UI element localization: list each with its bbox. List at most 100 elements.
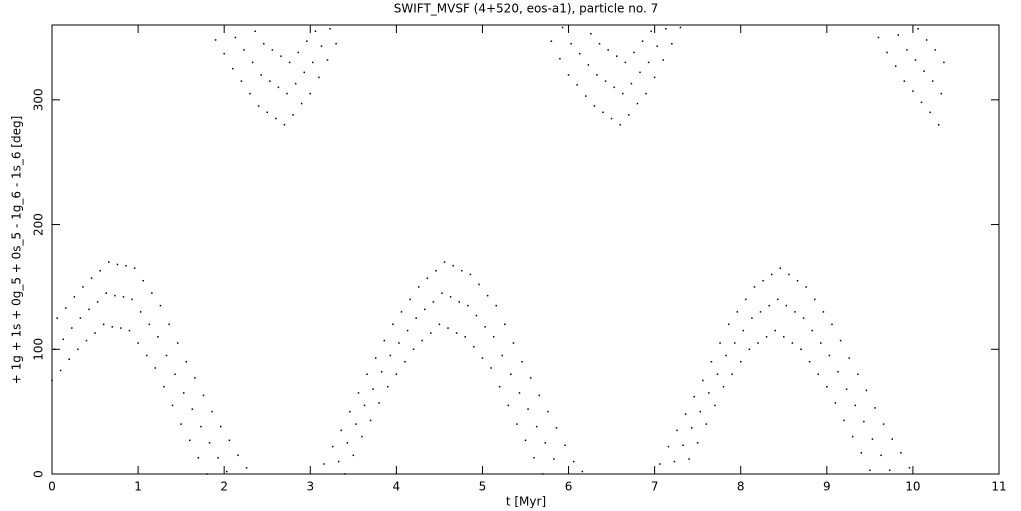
- point: [458, 301, 460, 303]
- point: [693, 395, 695, 398]
- point: [845, 388, 848, 390]
- point: [572, 460, 575, 463]
- point: [473, 346, 475, 348]
- point: [800, 348, 802, 351]
- point: [343, 473, 346, 475]
- point: [392, 323, 394, 326]
- point: [891, 438, 893, 440]
- point: [443, 261, 446, 263]
- point: [705, 423, 708, 425]
- point: [857, 373, 859, 375]
- point: [581, 470, 584, 473]
- point: [148, 323, 151, 326]
- point: [232, 67, 234, 70]
- point: [467, 304, 469, 307]
- point: [854, 404, 856, 407]
- point: [828, 354, 831, 357]
- point: [559, 57, 561, 60]
- point: [323, 463, 325, 465]
- point: [145, 354, 148, 357]
- point: [564, 444, 566, 447]
- point: [877, 36, 880, 39]
- point: [665, 27, 667, 30]
- point: [662, 59, 664, 61]
- point: [340, 429, 343, 432]
- point: [254, 30, 256, 32]
- point: [303, 71, 305, 74]
- point: [85, 339, 88, 342]
- point: [441, 292, 443, 294]
- point: [616, 55, 618, 57]
- point: [223, 52, 225, 55]
- point: [251, 61, 254, 64]
- point: [940, 92, 943, 95]
- point: [372, 388, 374, 390]
- point: [550, 40, 553, 42]
- point: [770, 273, 773, 276]
- point: [529, 377, 532, 379]
- x-tick-label: 6: [565, 480, 573, 494]
- point: [329, 27, 331, 30]
- point: [757, 342, 759, 344]
- point: [733, 342, 736, 344]
- point: [903, 80, 906, 82]
- point: [768, 304, 770, 307]
- point: [484, 326, 486, 328]
- point: [925, 39, 928, 41]
- point: [874, 407, 876, 409]
- point: [736, 311, 739, 313]
- point: [886, 51, 888, 54]
- x-tick-label: 11: [991, 480, 1006, 494]
- point: [882, 423, 885, 425]
- point: [498, 385, 501, 388]
- point: [283, 124, 286, 126]
- point: [234, 36, 237, 39]
- point: [820, 342, 822, 344]
- point: [357, 392, 360, 394]
- x-tick-label: 3: [306, 480, 314, 494]
- point: [490, 367, 492, 369]
- point: [817, 373, 819, 375]
- point: [449, 296, 452, 298]
- point: [202, 394, 205, 397]
- point: [90, 277, 93, 279]
- point: [53, 348, 56, 351]
- point: [900, 452, 902, 454]
- point: [888, 469, 891, 472]
- point: [182, 392, 185, 394]
- point: [349, 410, 351, 413]
- point: [774, 329, 776, 332]
- point: [260, 74, 262, 76]
- point: [73, 296, 76, 298]
- point: [174, 373, 176, 375]
- point: [99, 269, 101, 272]
- point: [791, 342, 794, 344]
- point: [943, 61, 945, 64]
- point: [51, 379, 53, 382]
- point: [206, 473, 208, 475]
- point: [412, 348, 415, 351]
- point: [495, 304, 497, 307]
- point: [673, 460, 676, 463]
- point: [765, 336, 768, 338]
- point: [286, 92, 288, 95]
- point: [188, 439, 191, 442]
- point: [277, 86, 280, 89]
- point: [320, 45, 323, 47]
- point: [679, 26, 682, 29]
- point: [355, 423, 357, 425]
- point: [352, 454, 355, 457]
- chart-title: SWIFT_MVSF (4+520, eos-a1), particle no.…: [394, 2, 659, 16]
- point: [507, 404, 510, 407]
- point: [245, 467, 248, 469]
- point: [361, 435, 363, 438]
- point: [512, 342, 515, 344]
- point: [848, 357, 850, 359]
- y-axis-label: + 1g + 1s + 0g_5 + 0s_5 - 1g_6 - 1s_6 [d…: [10, 116, 24, 385]
- point: [79, 317, 82, 319]
- point: [237, 454, 239, 457]
- point: [636, 102, 639, 105]
- point: [630, 82, 633, 85]
- point: [481, 357, 484, 359]
- point: [719, 342, 721, 344]
